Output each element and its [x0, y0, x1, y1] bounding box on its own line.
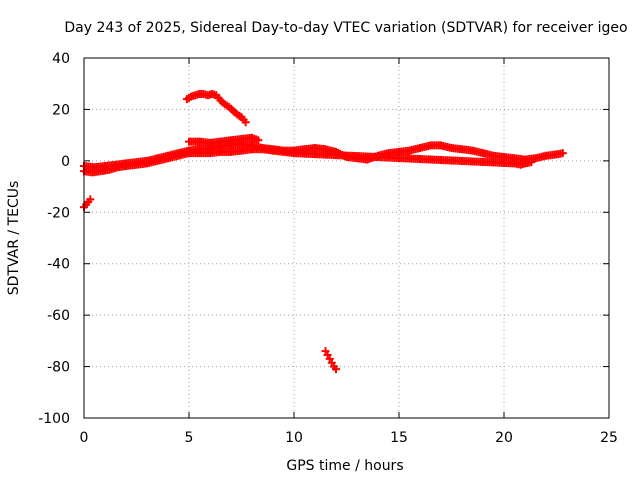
series-high-arc: [182, 90, 250, 127]
plot-frame: [83, 57, 610, 419]
series-low-segment: [80, 195, 95, 212]
ticks: 0 5 10 15 20 25 -100 -80 -60 -40 -20 0 20 40: [38, 51, 618, 446]
y-tick-label: -80: [47, 360, 70, 376]
x-tick-label: 20: [495, 430, 513, 446]
data-point: [86, 195, 95, 204]
data-points: [80, 90, 567, 374]
y-tick-label: -40: [47, 257, 70, 273]
data-point: [254, 136, 263, 145]
y-tick-label: 40: [52, 51, 70, 67]
y-tick-label: -20: [47, 205, 70, 221]
series-main-trace-lower: [80, 145, 536, 177]
chart-title: Day 243 of 2025, Sidereal Day-to-day VTE…: [64, 20, 627, 36]
y-tick-label: 0: [61, 154, 70, 170]
y-tick-label: -60: [47, 308, 70, 324]
data-point: [241, 118, 250, 127]
y-tick-label: -100: [38, 411, 70, 427]
grid: [84, 58, 609, 418]
x-tick-label: 10: [285, 430, 303, 446]
x-tick-label: 0: [80, 430, 89, 446]
y-tick-label: 20: [52, 102, 70, 118]
series-deep-drop: [321, 347, 340, 374]
x-axis-label: GPS time / hours: [286, 458, 403, 474]
y-axis-label: SDTVAR / TECUs: [6, 181, 22, 296]
x-tick-label: 25: [600, 430, 618, 446]
x-tick-label: 15: [390, 430, 408, 446]
data-point: [558, 149, 567, 158]
data-point: [332, 365, 340, 374]
data-point: [527, 158, 536, 167]
series-upper-band: [185, 133, 263, 147]
x-tick-label: 5: [185, 430, 194, 446]
